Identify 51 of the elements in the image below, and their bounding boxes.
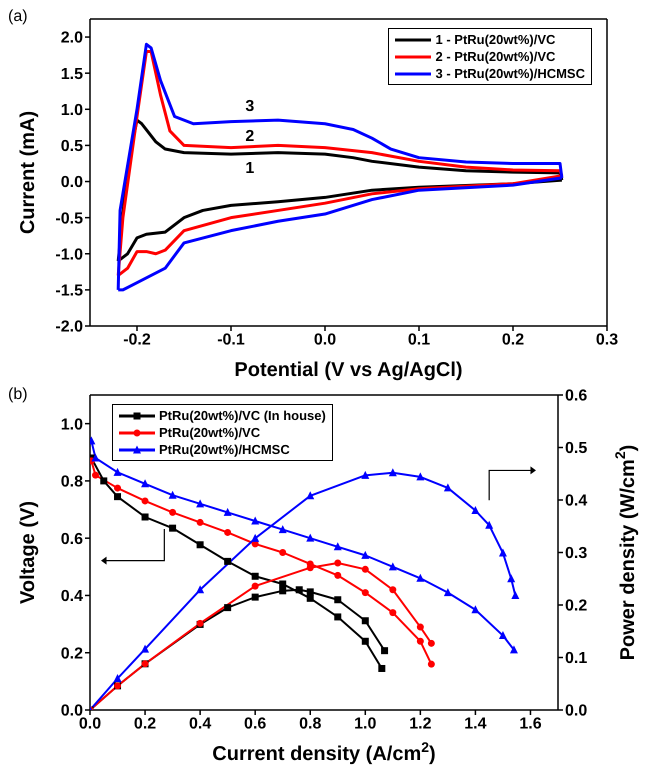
x-tick-label: 0.8 (299, 715, 322, 732)
y2-tick-label: 0.0 (565, 702, 588, 720)
legend-label: 3 - PtRu(20wt%)/HCMSC (435, 65, 585, 82)
y-axis-title: Voltage (V) (17, 501, 39, 604)
legend-label: 1 - PtRu(20wt%)/VC (435, 31, 556, 48)
y-tick-label: -1.5 (55, 282, 84, 300)
legend-label: PtRu(20wt%)/VC (In house) (159, 407, 326, 424)
y-tick-label: 0.5 (60, 138, 84, 156)
y-tick-label: 0.0 (60, 174, 84, 192)
x-tick-label: -0.2 (123, 331, 151, 348)
y-tick-label: -1.0 (55, 246, 84, 264)
legend-label: 2 - PtRu(20wt%)/VC (435, 48, 556, 65)
y2-tick-label: 0.3 (565, 545, 588, 562)
y-tick-label: 1.5 (60, 66, 84, 83)
y-tick-label: -2.0 (55, 318, 84, 336)
y-tick-label: 0.2 (60, 645, 84, 662)
y2-tick-label: 0.2 (565, 598, 588, 615)
y-tick-label: 1.0 (60, 102, 84, 119)
y-tick-label: -0.5 (55, 210, 84, 228)
legend-label: PtRu(20wt%)/HCMSC (159, 441, 290, 458)
text: (b) (8, 386, 28, 404)
x-axis-title: Current density (A/cm$^{2}$) (212, 739, 436, 765)
x-tick-label: 0.0 (78, 715, 102, 732)
y-tick-label: 0.6 (60, 530, 84, 548)
y2-tick-label: 0.5 (565, 440, 588, 458)
x-tick-label: 1.4 (464, 715, 487, 732)
y2-tick-label: 0.6 (565, 388, 588, 405)
y2-tick-label: 0.4 (565, 492, 588, 510)
y-tick-label: 0.4 (60, 588, 84, 606)
y2-tick-label: 0.1 (565, 650, 588, 668)
annotation: 1 (245, 160, 254, 178)
annotation: 2 (245, 128, 254, 146)
x-tick-label: 1.0 (354, 715, 377, 732)
y-tick-label: 0.8 (60, 474, 84, 491)
x-tick-label: 1.2 (409, 715, 432, 732)
x-axis-title: Potential (V vs Ag/AgCl) (234, 359, 463, 381)
x-tick-label: 0.3 (596, 331, 618, 348)
x-tick-label: 1.6 (519, 715, 542, 732)
x-tick-label: -0.1 (217, 331, 245, 348)
x-tick-label: 0.2 (502, 331, 524, 348)
legend-label: PtRu(20wt%)/VC (159, 424, 260, 441)
x-tick-label: 0.4 (188, 715, 212, 732)
annotation: 3 (245, 98, 254, 116)
y-axis-title: Current (mA) (17, 110, 39, 234)
x-tick-label: 0.6 (244, 715, 266, 732)
x-tick-label: 0.2 (134, 715, 156, 732)
y-tick-label: 1.0 (60, 416, 84, 434)
x-tick-label: 0.0 (314, 331, 336, 348)
text: (a) (8, 8, 28, 26)
y-tick-label: 2.0 (60, 30, 84, 47)
x-tick-label: 0.1 (408, 331, 430, 348)
